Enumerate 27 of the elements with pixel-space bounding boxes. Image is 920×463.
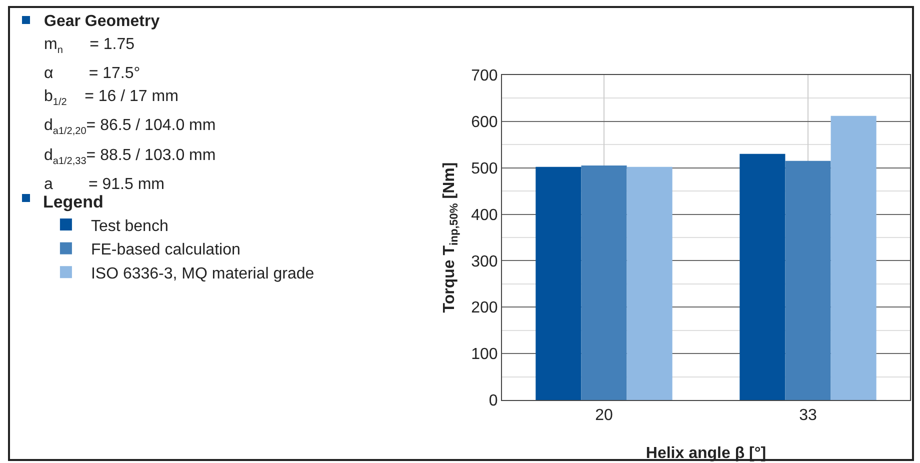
legend-label: Test bench	[90, 218, 168, 235]
text: b$_{1/2}$ = 16 / 17 mm	[44, 88, 178, 108]
y-tick-label: 600	[471, 114, 498, 132]
y-tick-label: 300	[471, 253, 498, 270]
y-tick-label: 500	[471, 160, 498, 178]
bar	[581, 166, 627, 400]
bar	[740, 154, 786, 400]
text: α = 17.5°	[43, 64, 142, 84]
legend-label: FE-based calculation	[90, 242, 240, 259]
text: a = 91.5 mm	[43, 174, 166, 195]
legend-label: ISO 6336-3, MQ material grade	[90, 265, 314, 282]
y-tick-label: 0	[488, 392, 498, 410]
text: d$_{a1/2,20}$= 86.5 / 104.0 mm	[43, 116, 216, 140]
bar	[830, 116, 876, 400]
y-tick-label: 400	[471, 206, 498, 224]
text: m$_{n}$ = 1.75	[44, 36, 134, 56]
y-tick-label: 200	[471, 300, 498, 317]
y-tick-label: 700	[471, 68, 498, 85]
x-tick-label: 33	[799, 407, 817, 424]
bar	[785, 160, 831, 400]
text: d$_{a1/2,33}$= 88.5 / 103.0 mm	[43, 146, 216, 169]
text: Gear Geometry	[44, 13, 160, 30]
bar	[626, 166, 672, 400]
x-tick-label: 20	[595, 407, 613, 424]
legend-title: Legend	[42, 192, 104, 212]
y-tick-label: 100	[471, 346, 498, 364]
bar	[536, 166, 582, 400]
